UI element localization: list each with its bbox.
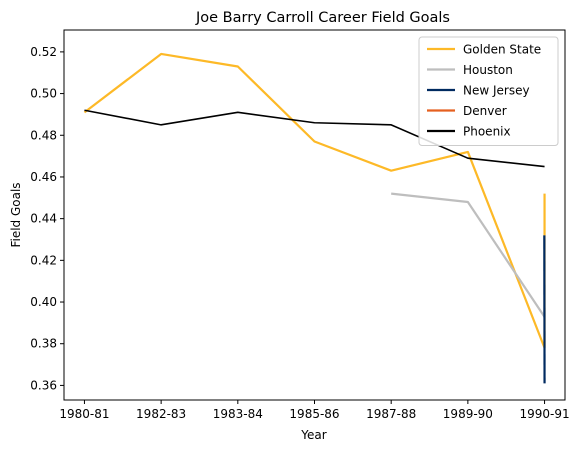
legend-label: Houston [463, 63, 513, 77]
x-tick-label: 1985-86 [289, 407, 339, 421]
x-tick-label: 1980-81 [59, 407, 109, 421]
y-tick-label: 0.44 [30, 212, 57, 226]
series-line-houston [391, 194, 544, 317]
x-tick-label: 1987-88 [366, 407, 416, 421]
y-tick-label: 0.50 [30, 87, 57, 101]
legend-label: Denver [463, 104, 507, 118]
x-axis-label: Year [300, 428, 326, 442]
legend-label: New Jersey [463, 84, 530, 98]
legend-label: Golden State [463, 43, 541, 57]
y-tick-label: 0.42 [30, 253, 57, 267]
y-tick-label: 0.48 [30, 128, 57, 142]
legend-label: Phoenix [463, 125, 511, 139]
x-tick-label: 1983-84 [213, 407, 263, 421]
x-tick-label: 1982-83 [136, 407, 186, 421]
y-tick-label: 0.38 [30, 337, 57, 351]
y-tick-label: 0.36 [30, 378, 57, 392]
chart-title: Joe Barry Carroll Career Field Goals [195, 10, 450, 26]
x-tick-label: 1989-90 [443, 407, 493, 421]
y-axis-label: Field Goals [9, 182, 23, 247]
x-tick-label: 1990-91 [519, 407, 569, 421]
legend: Golden State Houston New Jersey Denver Phoen… [419, 37, 558, 146]
y-tick-label: 0.52 [30, 45, 57, 59]
y-tick-label: 0.46 [30, 170, 57, 184]
y-tick-label: 0.40 [30, 295, 57, 309]
